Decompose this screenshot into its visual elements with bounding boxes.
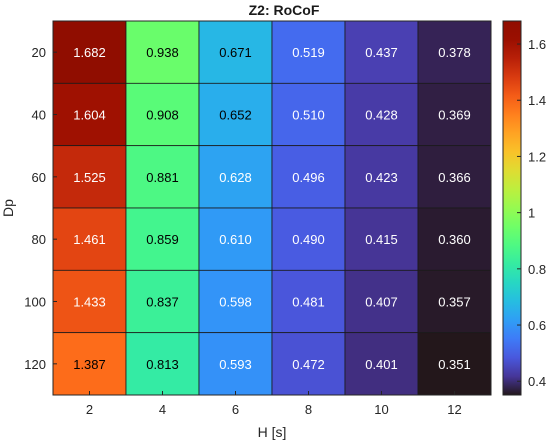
colorbar-tick-label: 1 <box>528 206 535 221</box>
heatmap-cell <box>344 207 419 271</box>
cell-value-label: 0.938 <box>146 45 179 60</box>
heatmap-cell <box>417 20 492 84</box>
x-tick-label: 12 <box>447 402 461 417</box>
cell-value-label: 0.908 <box>146 108 179 123</box>
colorbar-tick-label: 0.8 <box>528 262 546 277</box>
cell-value-label: 0.859 <box>146 232 179 247</box>
cell-value-label: 0.407 <box>365 295 398 310</box>
x-tick-label: 8 <box>305 402 312 417</box>
y-tick-label: 40 <box>32 108 46 123</box>
cell-value-label: 0.671 <box>219 45 252 60</box>
cell-value-label: 0.437 <box>365 45 398 60</box>
y-axis: 20 40 60 80 100 120 <box>24 45 57 372</box>
x-tick-label: 2 <box>86 402 93 417</box>
heatmap-cell <box>344 269 419 334</box>
heatmap-cell <box>125 20 200 84</box>
cell-value-label: 0.423 <box>365 170 398 185</box>
cell-value-label: 0.519 <box>292 45 325 60</box>
cell-value-label: 0.652 <box>219 108 252 123</box>
heatmap-cell <box>198 269 273 334</box>
cell-value-label: 1.461 <box>73 232 106 247</box>
cell-value-label: 0.401 <box>365 357 398 372</box>
colorbar <box>502 20 522 396</box>
plot-frame <box>52 20 492 396</box>
heatmap-cell <box>52 269 127 334</box>
y-tick-label: 120 <box>24 357 46 372</box>
cell-value-label: 0.357 <box>438 295 471 310</box>
heatmap-cell <box>417 145 492 209</box>
cell-value-label: 0.472 <box>292 357 325 372</box>
cell-value-label: 1.682 <box>73 45 106 60</box>
cell-value-label: 0.366 <box>438 170 471 185</box>
heatmap-cell <box>344 20 419 84</box>
colorbar-tick-label: 0.4 <box>528 374 546 389</box>
heatmap-cell <box>125 145 200 209</box>
cell-value-label: 1.387 <box>73 357 106 372</box>
x-axis-label: H [s] <box>258 424 287 440</box>
heatmap-cell <box>344 145 419 209</box>
cell-value-label: 0.369 <box>438 108 471 123</box>
colorbar-tick-label: 1.4 <box>528 93 546 108</box>
x-tick-label: 6 <box>232 402 239 417</box>
cell-value-label: 1.525 <box>73 170 106 185</box>
heatmap-cell <box>417 332 492 396</box>
chart-title: Z2: RoCoF <box>249 2 320 18</box>
colorbar-ticks: 0.4 0.6 0.8 1 1.2 1.4 1.6 <box>517 37 546 389</box>
cell-value-label: 0.496 <box>292 170 325 185</box>
y-tick-label: 100 <box>24 295 46 310</box>
heatmap-cell <box>271 269 346 334</box>
y-axis-label: Dp <box>0 199 16 217</box>
cell-value-label: 0.415 <box>365 232 398 247</box>
heatmap-cell <box>344 332 419 396</box>
x-tick-label: 10 <box>374 402 388 417</box>
heatmap-cell <box>52 207 127 271</box>
heatmap-cell <box>52 145 127 209</box>
heatmap-cell <box>125 82 200 147</box>
cell-value-label: 1.433 <box>73 295 106 310</box>
cell-value-label: 0.837 <box>146 295 179 310</box>
x-tick-label: 4 <box>159 402 166 417</box>
cell-value-label: 0.428 <box>365 108 398 123</box>
heatmap-cell <box>417 82 492 147</box>
colorbar-tick-label: 1.6 <box>528 37 546 52</box>
cell-value-label: 0.510 <box>292 108 325 123</box>
colorbar-tick-label: 0.6 <box>528 318 546 333</box>
cell-value-label: 0.481 <box>292 295 325 310</box>
cell-value-label: 0.490 <box>292 232 325 247</box>
cell-value-label: 1.604 <box>73 108 106 123</box>
heatmap-cell <box>271 20 346 84</box>
cell-value-label: 0.598 <box>219 295 252 310</box>
cell-value-label: 0.628 <box>219 170 252 185</box>
heatmap-cell <box>52 332 127 396</box>
y-tick-label: 60 <box>32 170 46 185</box>
y-tick-label: 20 <box>32 45 46 60</box>
heatmap-cell <box>52 20 127 84</box>
cell-value-label: 0.351 <box>438 357 471 372</box>
cell-value-label: 0.360 <box>438 232 471 247</box>
cell-value-label: 0.610 <box>219 232 252 247</box>
heatmap-cell <box>271 82 346 147</box>
heatmap-cells: 1.682 0.938 0.671 0.519 0.437 0.378 1.604 0.908… <box>52 20 492 396</box>
cell-value-label: 0.593 <box>219 357 252 372</box>
heatmap-cell <box>125 207 200 271</box>
heatmap-cell <box>198 207 273 271</box>
cell-value-label: 0.881 <box>146 170 179 185</box>
colorbar-tick-label: 1.2 <box>528 149 546 164</box>
x-axis: 2 4 6 8 10 12 <box>86 391 462 417</box>
cell-value-label: 0.378 <box>438 45 471 60</box>
cell-value-label: 0.813 <box>146 357 179 372</box>
heatmap-cell <box>271 207 346 271</box>
heatmap-cell <box>271 145 346 209</box>
y-tick-label: 80 <box>32 232 46 247</box>
